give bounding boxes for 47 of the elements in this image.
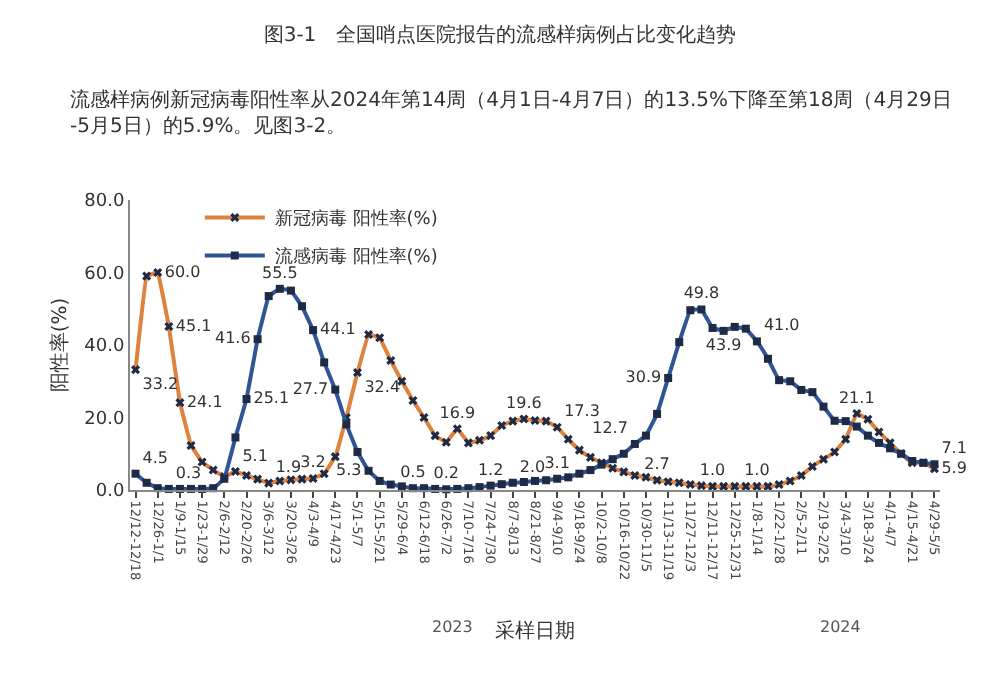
data-label: 4.5: [142, 448, 169, 467]
data-label: 1.0: [744, 461, 770, 480]
data-label: 32.4: [364, 377, 401, 396]
chart-title: 图3-1 全国哨点医院报告的流感样病例占比变化趋势: [263, 22, 737, 47]
x-axis-title: 采样日期: [495, 619, 575, 644]
data-label: 3.1: [544, 453, 570, 472]
data-label: 5.3: [336, 460, 362, 479]
data-label: 3.2: [300, 453, 326, 472]
data-label: 60.0: [164, 262, 201, 281]
data-label: 55.5: [261, 263, 298, 282]
data-label: 45.1: [175, 316, 212, 335]
data-label: 41.0: [763, 316, 800, 335]
text: 2023: [432, 618, 473, 636]
y-tick-label: 20.0: [84, 409, 125, 430]
data-label: 44.1: [320, 320, 356, 339]
data-label: 5.9: [941, 458, 967, 477]
y-tick-label: 0.0: [95, 482, 125, 503]
data-label: 30.9: [625, 367, 662, 386]
y-tick-label: 60.0: [84, 264, 125, 285]
data-label: 0.5: [400, 463, 426, 482]
data-label: 1.9: [275, 458, 302, 477]
y-axis-title: 阳性率(%): [48, 297, 73, 393]
data-label: 2.0: [519, 457, 546, 476]
data-label: 5.1: [242, 446, 268, 465]
data-label: 43.9: [705, 335, 742, 354]
data-label: 1.2: [477, 460, 504, 479]
data-label: 49.8: [683, 284, 720, 303]
data-label: 1.0: [699, 461, 726, 480]
chart-subtitle: 流感样病例新冠病毒阳性率从2024年第14周（4月1日-4月7日）的13.5%下降至第18周（4月29日-5月5日）的5.9%。见图3-2。: [70, 88, 952, 138]
data-label: 2.7: [644, 455, 670, 474]
data-label: 27.7: [292, 379, 329, 398]
y-tick-label: 40.0: [84, 337, 125, 358]
data-label: 0.3: [175, 463, 202, 482]
data-label: 21.1: [838, 388, 875, 407]
legend-label: 流感病毒 阳性率(%): [274, 246, 438, 269]
data-label: 12.7: [592, 418, 628, 437]
data-label: 17.3: [564, 402, 600, 421]
data-label: 25.1: [253, 389, 290, 408]
data-label: 16.9: [439, 403, 476, 422]
text: 2024: [820, 618, 861, 636]
data-label: 24.1: [186, 392, 223, 411]
legend-label: 新冠病毒 阳性率(%): [274, 208, 438, 231]
data-label: 19.6: [506, 393, 542, 412]
data-label: 41.6: [214, 329, 251, 348]
data-label: 0.2: [433, 464, 459, 483]
data-label: 7.1: [941, 439, 967, 458]
y-tick-label: 80.0: [84, 192, 125, 213]
